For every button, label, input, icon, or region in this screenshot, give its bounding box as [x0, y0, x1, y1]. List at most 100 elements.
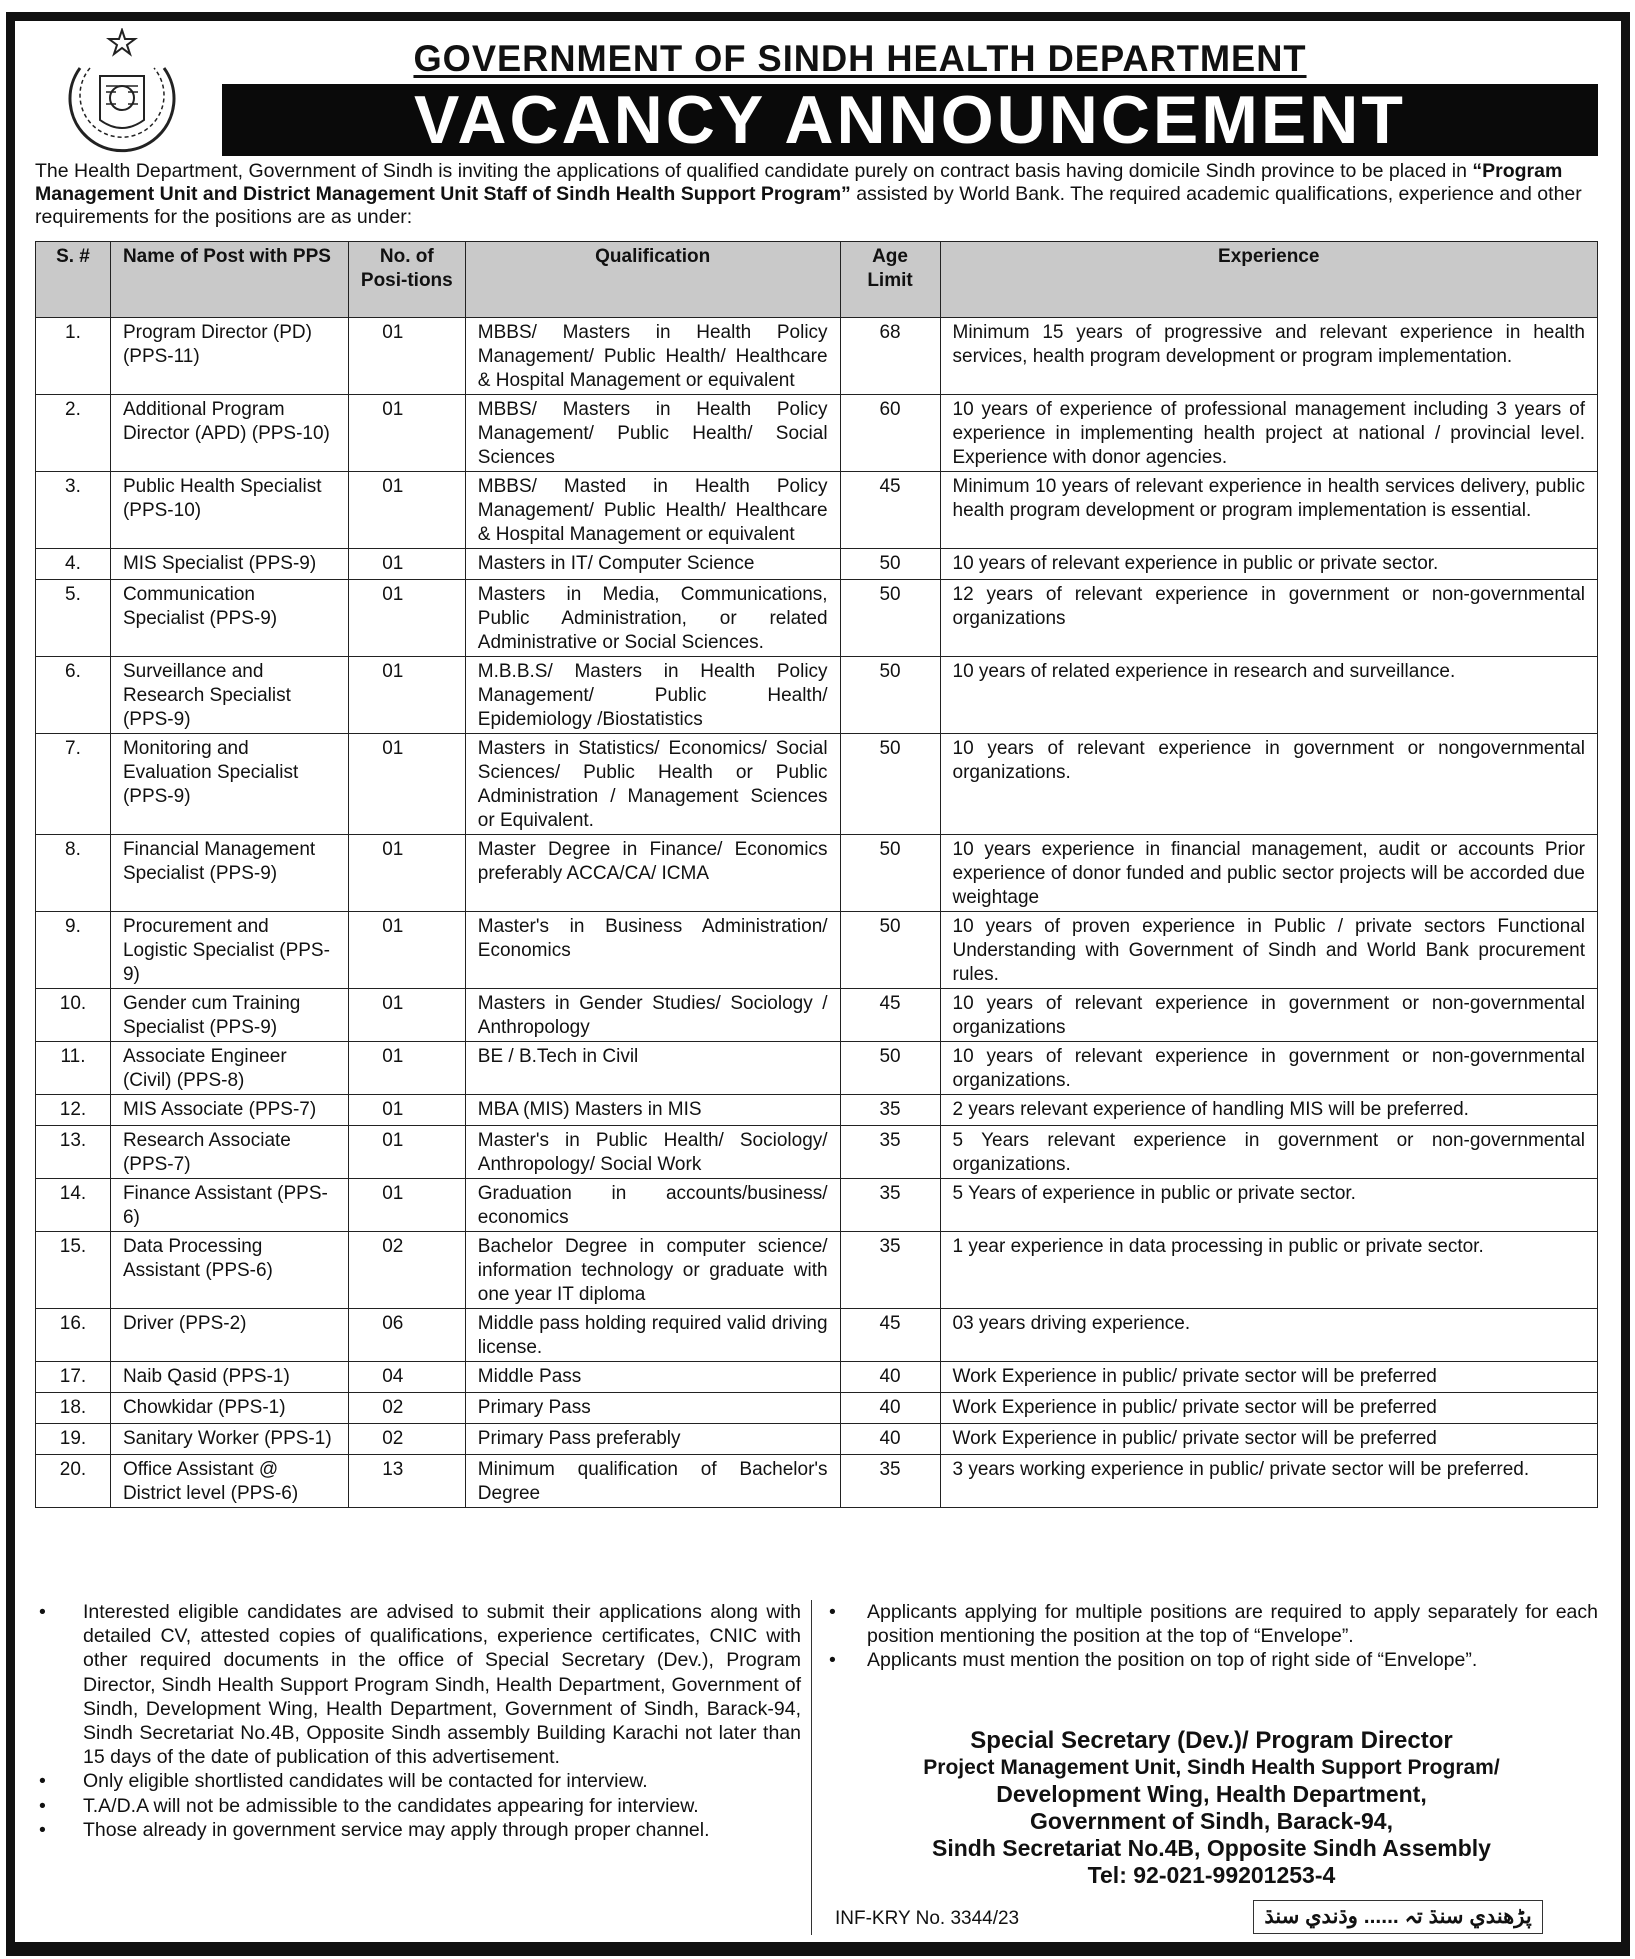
table-header-row: S. # Name of Post with PPS No. of Posi-t… — [35, 241, 1598, 318]
age-limit: 50 — [839, 733, 941, 835]
intro-text-end: assisted by World Bank. The required aca… — [35, 183, 1582, 228]
qualification: MBBS/ Masters in Health Policy Managemen… — [464, 394, 841, 472]
age-limit: 45 — [839, 1308, 941, 1362]
positions-count: 01 — [347, 834, 466, 912]
qualification: BE / B.Tech in Civil — [464, 1041, 841, 1095]
qualification: Middle pass holding required valid drivi… — [464, 1308, 841, 1362]
serial-number: 16. — [35, 1308, 111, 1362]
post-name: Surveillance and Research Specialist (PP… — [109, 656, 349, 734]
post-name: Monitoring and Evaluation Specialist (PP… — [109, 733, 349, 835]
post-name: Communication Specialist (PPS-9) — [109, 579, 349, 657]
contact-address: Special Secretary (Dev.)/ Program Direct… — [825, 1727, 1598, 1889]
notes-section: Interested eligible candidates are advis… — [35, 1600, 1598, 1940]
positions-count: 01 — [347, 1125, 466, 1179]
positions-count: 01 — [347, 1178, 466, 1232]
serial-number: 19. — [35, 1423, 111, 1455]
serial-number: 8. — [35, 834, 111, 912]
column-divider — [811, 1600, 812, 1935]
header-positions: No. of Posi-tions — [347, 241, 466, 318]
age-limit: 50 — [839, 656, 941, 734]
address-line: Government of Sindh, Barack-94, — [1030, 1808, 1393, 1834]
experience: Minimum 10 years of relevant experience … — [939, 471, 1598, 549]
table-row: 14. Finance Assistant (PPS-6) 01 Graduation… — [35, 1178, 1598, 1232]
age-limit: 35 — [839, 1094, 941, 1126]
address-line: Development Wing, Health Department, — [996, 1781, 1427, 1807]
positions-count: 06 — [347, 1308, 466, 1362]
post-name: Data Processing Assistant (PPS-6) — [109, 1231, 349, 1309]
age-limit: 50 — [839, 1041, 941, 1095]
post-name: Office Assistant @ District level (PPS-6… — [109, 1454, 349, 1508]
age-limit: 35 — [839, 1454, 941, 1508]
age-limit: 40 — [839, 1361, 941, 1393]
table-row: 2. Additional Program Director (APD) (PPS… — [35, 394, 1598, 472]
table-row: 9. Procurement and Logistic Specialist (P… — [35, 911, 1598, 989]
qualification: Masters in Statistics/ Economics/ Social… — [464, 733, 841, 835]
notes-left: Interested eligible candidates are advis… — [35, 1600, 801, 1842]
qualification: Master's in Business Administration/ Eco… — [464, 911, 841, 989]
serial-number: 5. — [35, 579, 111, 657]
qualification: Masters in Gender Studies/ Sociology / A… — [464, 988, 841, 1042]
age-limit: 35 — [839, 1125, 941, 1179]
serial-number: 7. — [35, 733, 111, 835]
qualification: Master's in Public Health/ Sociology/ An… — [464, 1125, 841, 1179]
post-name: Associate Engineer (Civil) (PPS-8) — [109, 1041, 349, 1095]
experience: 10 years of experience of professional m… — [939, 394, 1598, 472]
page-frame — [6, 12, 1630, 1956]
experience: 10 years of relevant experience in gover… — [939, 733, 1598, 835]
experience: 12 years of relevant experience in gover… — [939, 579, 1598, 657]
department-title: GOVERNMENT OF SINDH HEALTH DEPARTMENT — [413, 38, 1307, 79]
qualification: Graduation in accounts/business/ economi… — [464, 1178, 841, 1232]
post-name: Driver (PPS-2) — [109, 1308, 349, 1362]
age-limit: 45 — [839, 471, 941, 549]
qualification: Master Degree in Finance/ Economics pref… — [464, 834, 841, 912]
experience: 03 years driving experience. — [939, 1308, 1598, 1362]
notes-right: Applicants applying for multiple positio… — [825, 1600, 1598, 1673]
positions-count: 01 — [347, 317, 466, 395]
qualification: MBA (MIS) Masters in MIS — [464, 1094, 841, 1126]
table-row: 7. Monitoring and Evaluation Specialist (… — [35, 733, 1598, 835]
post-name: Procurement and Logistic Specialist (PPS… — [109, 911, 349, 989]
intro-paragraph: The Health Department, Government of Sin… — [35, 160, 1598, 229]
header-sn: S. # — [35, 241, 111, 318]
age-limit: 50 — [839, 579, 941, 657]
header-age: Age Limit — [839, 241, 941, 318]
table-row: 3. Public Health Specialist (PPS-10) 01 MBB… — [35, 471, 1598, 549]
positions-count: 13 — [347, 1454, 466, 1508]
post-name: Program Director (PD) (PPS-11) — [109, 317, 349, 395]
post-name: Naib Qasid (PPS-1) — [109, 1361, 349, 1393]
post-name: Research Associate (PPS-7) — [109, 1125, 349, 1179]
experience: 10 years of related experience in resear… — [939, 656, 1598, 734]
post-name: Gender cum Training Specialist (PPS-9) — [109, 988, 349, 1042]
post-name: Finance Assistant (PPS-6) — [109, 1178, 349, 1232]
table-row: 17. Naib Qasid (PPS-1) 04 Middle Pass 40 Work… — [35, 1361, 1598, 1393]
age-limit: 35 — [839, 1178, 941, 1232]
experience: 10 years of relevant experience in gover… — [939, 988, 1598, 1042]
qualification: Primary Pass — [464, 1392, 841, 1424]
age-limit: 68 — [839, 317, 941, 395]
serial-number: 11. — [35, 1041, 111, 1095]
positions-count: 01 — [347, 988, 466, 1042]
post-name: Public Health Specialist (PPS-10) — [109, 471, 349, 549]
age-limit: 40 — [839, 1423, 941, 1455]
table-row: 13. Research Associate (PPS-7) 01 Master's … — [35, 1125, 1598, 1179]
experience: 3 years working experience in public/ pr… — [939, 1454, 1598, 1508]
note-item: Applicants applying for multiple positio… — [825, 1600, 1598, 1648]
qualification: Masters in IT/ Computer Science — [464, 548, 841, 580]
note-item: Those already in government service may … — [35, 1818, 801, 1842]
qualification: Middle Pass — [464, 1361, 841, 1393]
qualification: MBBS/ Masted in Health Policy Management… — [464, 471, 841, 549]
note-item: Only eligible shortlisted candidates wil… — [35, 1769, 801, 1793]
intro-text: The Health Department, Government of Sin… — [35, 160, 1473, 182]
serial-number: 15. — [35, 1231, 111, 1309]
vacancy-table: S. # Name of Post with PPS No. of Posi-t… — [35, 241, 1598, 1508]
experience: 5 Years of experience in public or priva… — [939, 1178, 1598, 1232]
positions-count: 01 — [347, 579, 466, 657]
experience: Work Experience in public/ private secto… — [939, 1423, 1598, 1455]
post-name: Financial Management Specialist (PPS-9) — [109, 834, 349, 912]
age-limit: 50 — [839, 548, 941, 580]
serial-number: 18. — [35, 1392, 111, 1424]
experience: Work Experience in public/ private secto… — [939, 1361, 1598, 1393]
qualification: Masters in Media, Communications, Public… — [464, 579, 841, 657]
positions-count: 01 — [347, 394, 466, 472]
qualification: Bachelor Degree in computer science/ inf… — [464, 1231, 841, 1309]
